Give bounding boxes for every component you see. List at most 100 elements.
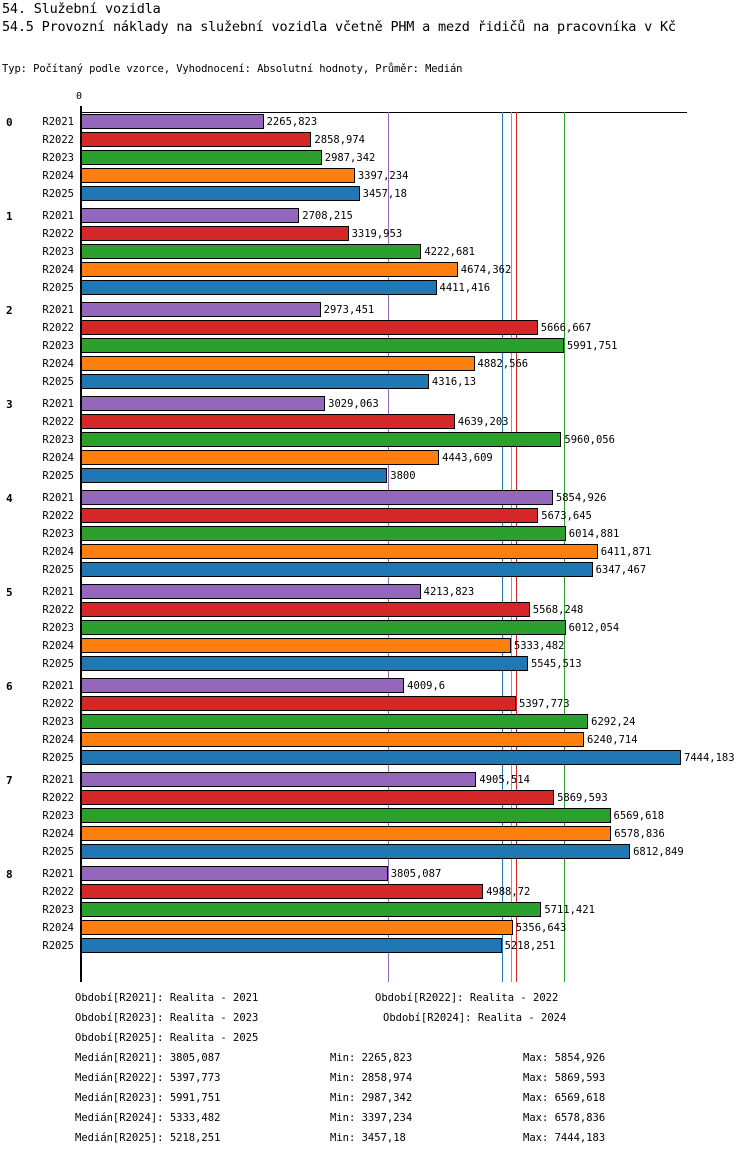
bar-r2025[interactable] <box>81 750 681 765</box>
bar-value-label: 2973,451 <box>323 304 375 316</box>
bar-row[interactable]: R2022 5397,773 <box>0 695 750 713</box>
bar-row[interactable]: R2021 5854,926 <box>0 489 750 507</box>
bar-row[interactable]: R2023 4222,681 <box>0 243 750 261</box>
bar-row[interactable]: R2021 4009,6 <box>0 677 750 695</box>
bar-r2024[interactable] <box>81 544 598 559</box>
bar-row[interactable]: R2025 5545,513 <box>0 655 750 673</box>
bar-row[interactable]: R2023 6012,054 <box>0 619 750 637</box>
bar-value-label: 2987,342 <box>324 152 376 164</box>
bar-row[interactable]: R2021 2973,451 <box>0 301 750 319</box>
bar-value-label: 2858,974 <box>314 134 365 146</box>
bar-r2023[interactable] <box>81 902 542 917</box>
bar-row[interactable]: R2022 5666,667 <box>0 319 750 337</box>
bar-r2022[interactable] <box>81 508 539 523</box>
bar-r2023[interactable] <box>81 620 566 635</box>
bar-r2021[interactable] <box>81 396 326 411</box>
bar-r2023[interactable] <box>81 432 562 447</box>
stat-min: Min: 2858,974 <box>330 1072 413 1084</box>
bar-row[interactable]: R2024 4882,566 <box>0 355 750 373</box>
bar-row[interactable]: R2025 4411,416 <box>0 279 750 297</box>
bar-r2022[interactable] <box>81 884 484 899</box>
bar-row[interactable]: R2021 4213,823 <box>0 583 750 601</box>
bar-r2024[interactable] <box>81 920 513 935</box>
bar-r2023[interactable] <box>81 714 589 729</box>
origin-tick-mark <box>80 106 82 114</box>
bar-r2025[interactable] <box>81 280 437 295</box>
bar-r2021[interactable] <box>81 208 300 223</box>
bar-row[interactable]: R2025 6347,467 <box>0 561 750 579</box>
bar-row[interactable]: R2024 6578,836 <box>0 825 750 843</box>
bar-row[interactable]: R2025 7444,183 <box>0 749 750 767</box>
bar-row[interactable]: R2023 6292,24 <box>0 713 750 731</box>
bar-r2023[interactable] <box>81 808 611 823</box>
bar-r2021[interactable] <box>81 490 553 505</box>
bar-r2021[interactable] <box>81 678 405 693</box>
bar-r2024[interactable] <box>81 450 440 465</box>
bar-row[interactable]: R2021 4905,514 <box>0 771 750 789</box>
bar-row[interactable]: R2025 5218,251 <box>0 937 750 955</box>
bar-r2024[interactable] <box>81 638 511 653</box>
bar-row[interactable]: R2021 2265,823 <box>0 113 750 131</box>
bar-r2022[interactable] <box>81 696 517 711</box>
bar-r2021[interactable] <box>81 866 388 881</box>
bar-r2023[interactable] <box>81 526 566 541</box>
bar-row[interactable]: R2024 4443,609 <box>0 449 750 467</box>
bar-row-label: R2023 <box>42 904 74 916</box>
bar-row[interactable]: R2022 3319,953 <box>0 225 750 243</box>
bar-row[interactable]: R2022 5568,248 <box>0 601 750 619</box>
bar-row-label: R2025 <box>42 846 74 858</box>
bar-r2021[interactable] <box>81 302 321 317</box>
bar-r2023[interactable] <box>81 244 422 259</box>
bar-r2022[interactable] <box>81 414 455 429</box>
bar-r2025[interactable] <box>81 186 360 201</box>
bar-row[interactable]: R2024 5356,643 <box>0 919 750 937</box>
bar-row[interactable]: R2021 3805,087 <box>0 865 750 883</box>
bar-row[interactable]: R2022 5869,593 <box>0 789 750 807</box>
bar-r2024[interactable] <box>81 826 612 841</box>
bar-r2024[interactable] <box>81 732 584 747</box>
bar-row[interactable]: R2022 2858,974 <box>0 131 750 149</box>
bar-r2022[interactable] <box>81 790 555 805</box>
bar-row[interactable]: R2025 4316,13 <box>0 373 750 391</box>
bar-row[interactable]: R2021 3029,063 <box>0 395 750 413</box>
bar-row[interactable]: R2023 5991,751 <box>0 337 750 355</box>
bar-row[interactable]: R2024 6240,714 <box>0 731 750 749</box>
bar-r2022[interactable] <box>81 602 530 617</box>
bar-r2025[interactable] <box>81 562 593 577</box>
bar-r2021[interactable] <box>81 584 421 599</box>
bar-r2025[interactable] <box>81 844 631 859</box>
bar-row[interactable]: R2024 6411,871 <box>0 543 750 561</box>
bar-r2024[interactable] <box>81 356 475 371</box>
bar-row[interactable]: R2025 3800 <box>0 467 750 485</box>
bar-r2025[interactable] <box>81 468 388 483</box>
bar-row[interactable]: R2024 5333,482 <box>0 637 750 655</box>
bar-row[interactable]: R2023 5711,421 <box>0 901 750 919</box>
bar-row[interactable]: R2023 6569,618 <box>0 807 750 825</box>
bar-row[interactable]: R2025 3457,18 <box>0 185 750 203</box>
bar-r2021[interactable] <box>81 114 264 129</box>
bar-row[interactable]: R2022 5673,645 <box>0 507 750 525</box>
bar-row[interactable]: R2021 2708,215 <box>0 207 750 225</box>
bar-row[interactable]: R2022 4988,72 <box>0 883 750 901</box>
bar-r2024[interactable] <box>81 262 458 277</box>
bar-r2025[interactable] <box>81 374 429 389</box>
bar-r2022[interactable] <box>81 320 538 335</box>
bar-row[interactable]: R2023 5960,056 <box>0 431 750 449</box>
bar-row[interactable]: R2024 3397,234 <box>0 167 750 185</box>
bar-r2022[interactable] <box>81 226 349 241</box>
bar-row[interactable]: R2025 6812,849 <box>0 843 750 861</box>
bar-row[interactable]: R2023 2987,342 <box>0 149 750 167</box>
stat-median: Medián[R2023]: 5991,751 <box>75 1092 221 1104</box>
bar-r2023[interactable] <box>81 150 322 165</box>
bar-r2024[interactable] <box>81 168 355 183</box>
bar-row[interactable]: R2023 6014,881 <box>0 525 750 543</box>
bar-row[interactable]: R2022 4639,203 <box>0 413 750 431</box>
bar-r2022[interactable] <box>81 132 312 147</box>
bar-r2025[interactable] <box>81 938 502 953</box>
bar-r2023[interactable] <box>81 338 564 353</box>
bar-value-label: 4009,6 <box>407 680 446 692</box>
bar-row[interactable]: R2024 4674,362 <box>0 261 750 279</box>
bar-value-label: 5545,513 <box>530 658 582 670</box>
bar-r2021[interactable] <box>81 772 477 787</box>
bar-r2025[interactable] <box>81 656 528 671</box>
